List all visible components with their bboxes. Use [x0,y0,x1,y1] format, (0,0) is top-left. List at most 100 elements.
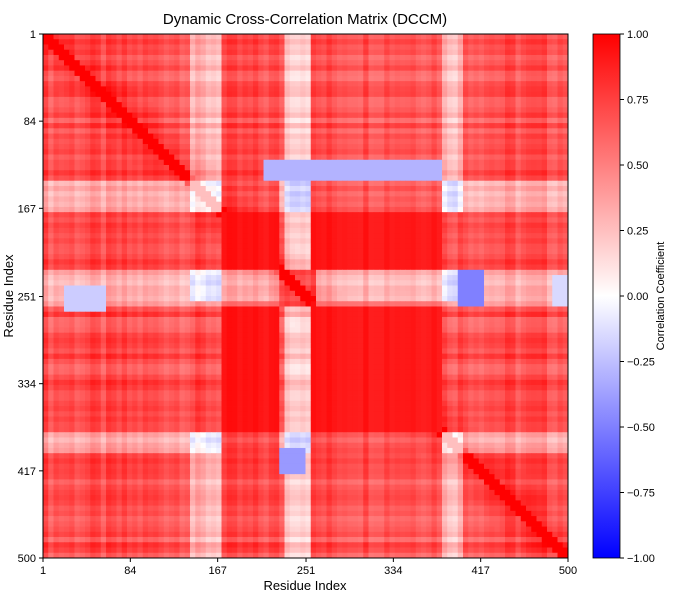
heatmap-cell [85,70,91,77]
heatmap-cell [263,233,270,239]
heatmap-cell [310,259,317,265]
heatmap-cell [247,175,254,182]
heatmap-cell [116,165,123,171]
heatmap-cell [358,248,364,255]
heatmap-cell [520,196,527,203]
heatmap-cell [279,165,285,171]
heatmap-cell [211,39,217,45]
heatmap-cell [473,144,480,150]
heatmap-cell [132,49,138,56]
heatmap-cell [379,144,385,150]
heatmap-cell [153,107,159,113]
heatmap-cell [221,117,228,124]
heatmap-cell [127,107,133,113]
heatmap-cell [358,149,364,155]
heatmap-cell [363,217,369,224]
heatmap-cell [100,112,107,119]
heatmap-cell [48,222,54,229]
heatmap-cell [268,217,275,224]
heatmap-cell [205,60,212,66]
heatmap-cell [310,154,317,161]
heatmap-cell [106,144,112,150]
heatmap-cell [163,60,170,66]
heatmap-cell [552,91,558,98]
heatmap-cell [457,159,464,166]
heatmap-cell [237,280,243,286]
heatmap-cell [279,154,285,161]
heatmap-cell [53,65,60,72]
heatmap-cell [237,243,243,250]
heatmap-cell [415,191,422,197]
heatmap-cell [137,222,144,229]
heatmap-cell [48,217,54,224]
heatmap-cell [358,222,364,229]
heatmap-cell [289,60,296,66]
heatmap-cell [221,227,228,234]
heatmap-cell [389,254,396,260]
heatmap-cell [305,112,312,119]
heatmap-cell [268,96,275,103]
heatmap-cell [79,269,86,276]
heatmap-cell [394,269,401,276]
heatmap-cell [342,222,348,229]
heatmap-cell [184,154,191,161]
heatmap-cell [195,280,201,286]
heatmap-cell [489,102,495,108]
heatmap-cell [205,102,212,108]
heatmap-cell [232,290,238,297]
heatmap-cell [211,180,217,187]
heatmap-cell [347,285,354,292]
heatmap-cell [363,259,369,265]
heatmap-cell [106,269,112,276]
heatmap-cell [90,70,96,77]
heatmap-cell [284,154,291,161]
heatmap-cell [442,102,448,108]
heatmap-cell [510,196,516,203]
heatmap-cell [158,138,165,145]
heatmap-cell [247,191,254,197]
heatmap-cell [342,254,348,260]
heatmap-cell [242,86,249,93]
heatmap-cell [237,185,243,192]
heatmap-cell [473,44,480,51]
heatmap-cell [221,290,228,297]
heatmap-cell [279,54,285,61]
heatmap-cell [547,264,553,271]
heatmap-cell [552,238,558,244]
heatmap-cell [342,170,348,176]
heatmap-cell [489,81,495,87]
heatmap-cell [373,133,380,140]
heatmap-cell [331,96,338,103]
heatmap-cell [442,65,448,72]
heatmap-cell [79,227,86,234]
heatmap-cell [279,233,285,239]
heatmap-cell [457,70,464,77]
heatmap-cell [505,212,511,218]
heatmap-cell [148,81,154,87]
heatmap-cell [190,254,196,260]
heatmap-cell [526,165,532,171]
heatmap-cell [473,280,480,286]
heatmap-cell [85,144,91,150]
heatmap-cell [179,70,186,77]
heatmap-cell [410,275,417,281]
heatmap-cell [505,54,511,61]
heatmap-cell [184,259,191,265]
heatmap-cell [331,206,338,213]
heatmap-cell [352,275,359,281]
heatmap-cell [415,196,422,203]
heatmap-cell [400,212,406,218]
heatmap-cell [268,144,275,150]
heatmap-cell [116,196,123,203]
heatmap-cell [295,149,301,155]
heatmap-cell [211,264,217,271]
heatmap-cell [100,191,107,197]
heatmap-cell [48,144,54,150]
heatmap-cell [116,138,123,145]
heatmap-cell [190,154,196,161]
heatmap-cell [494,86,501,93]
heatmap-cell [400,233,406,239]
heatmap-cell [547,175,553,182]
heatmap-cell [447,233,453,239]
heatmap-cell [310,159,317,166]
